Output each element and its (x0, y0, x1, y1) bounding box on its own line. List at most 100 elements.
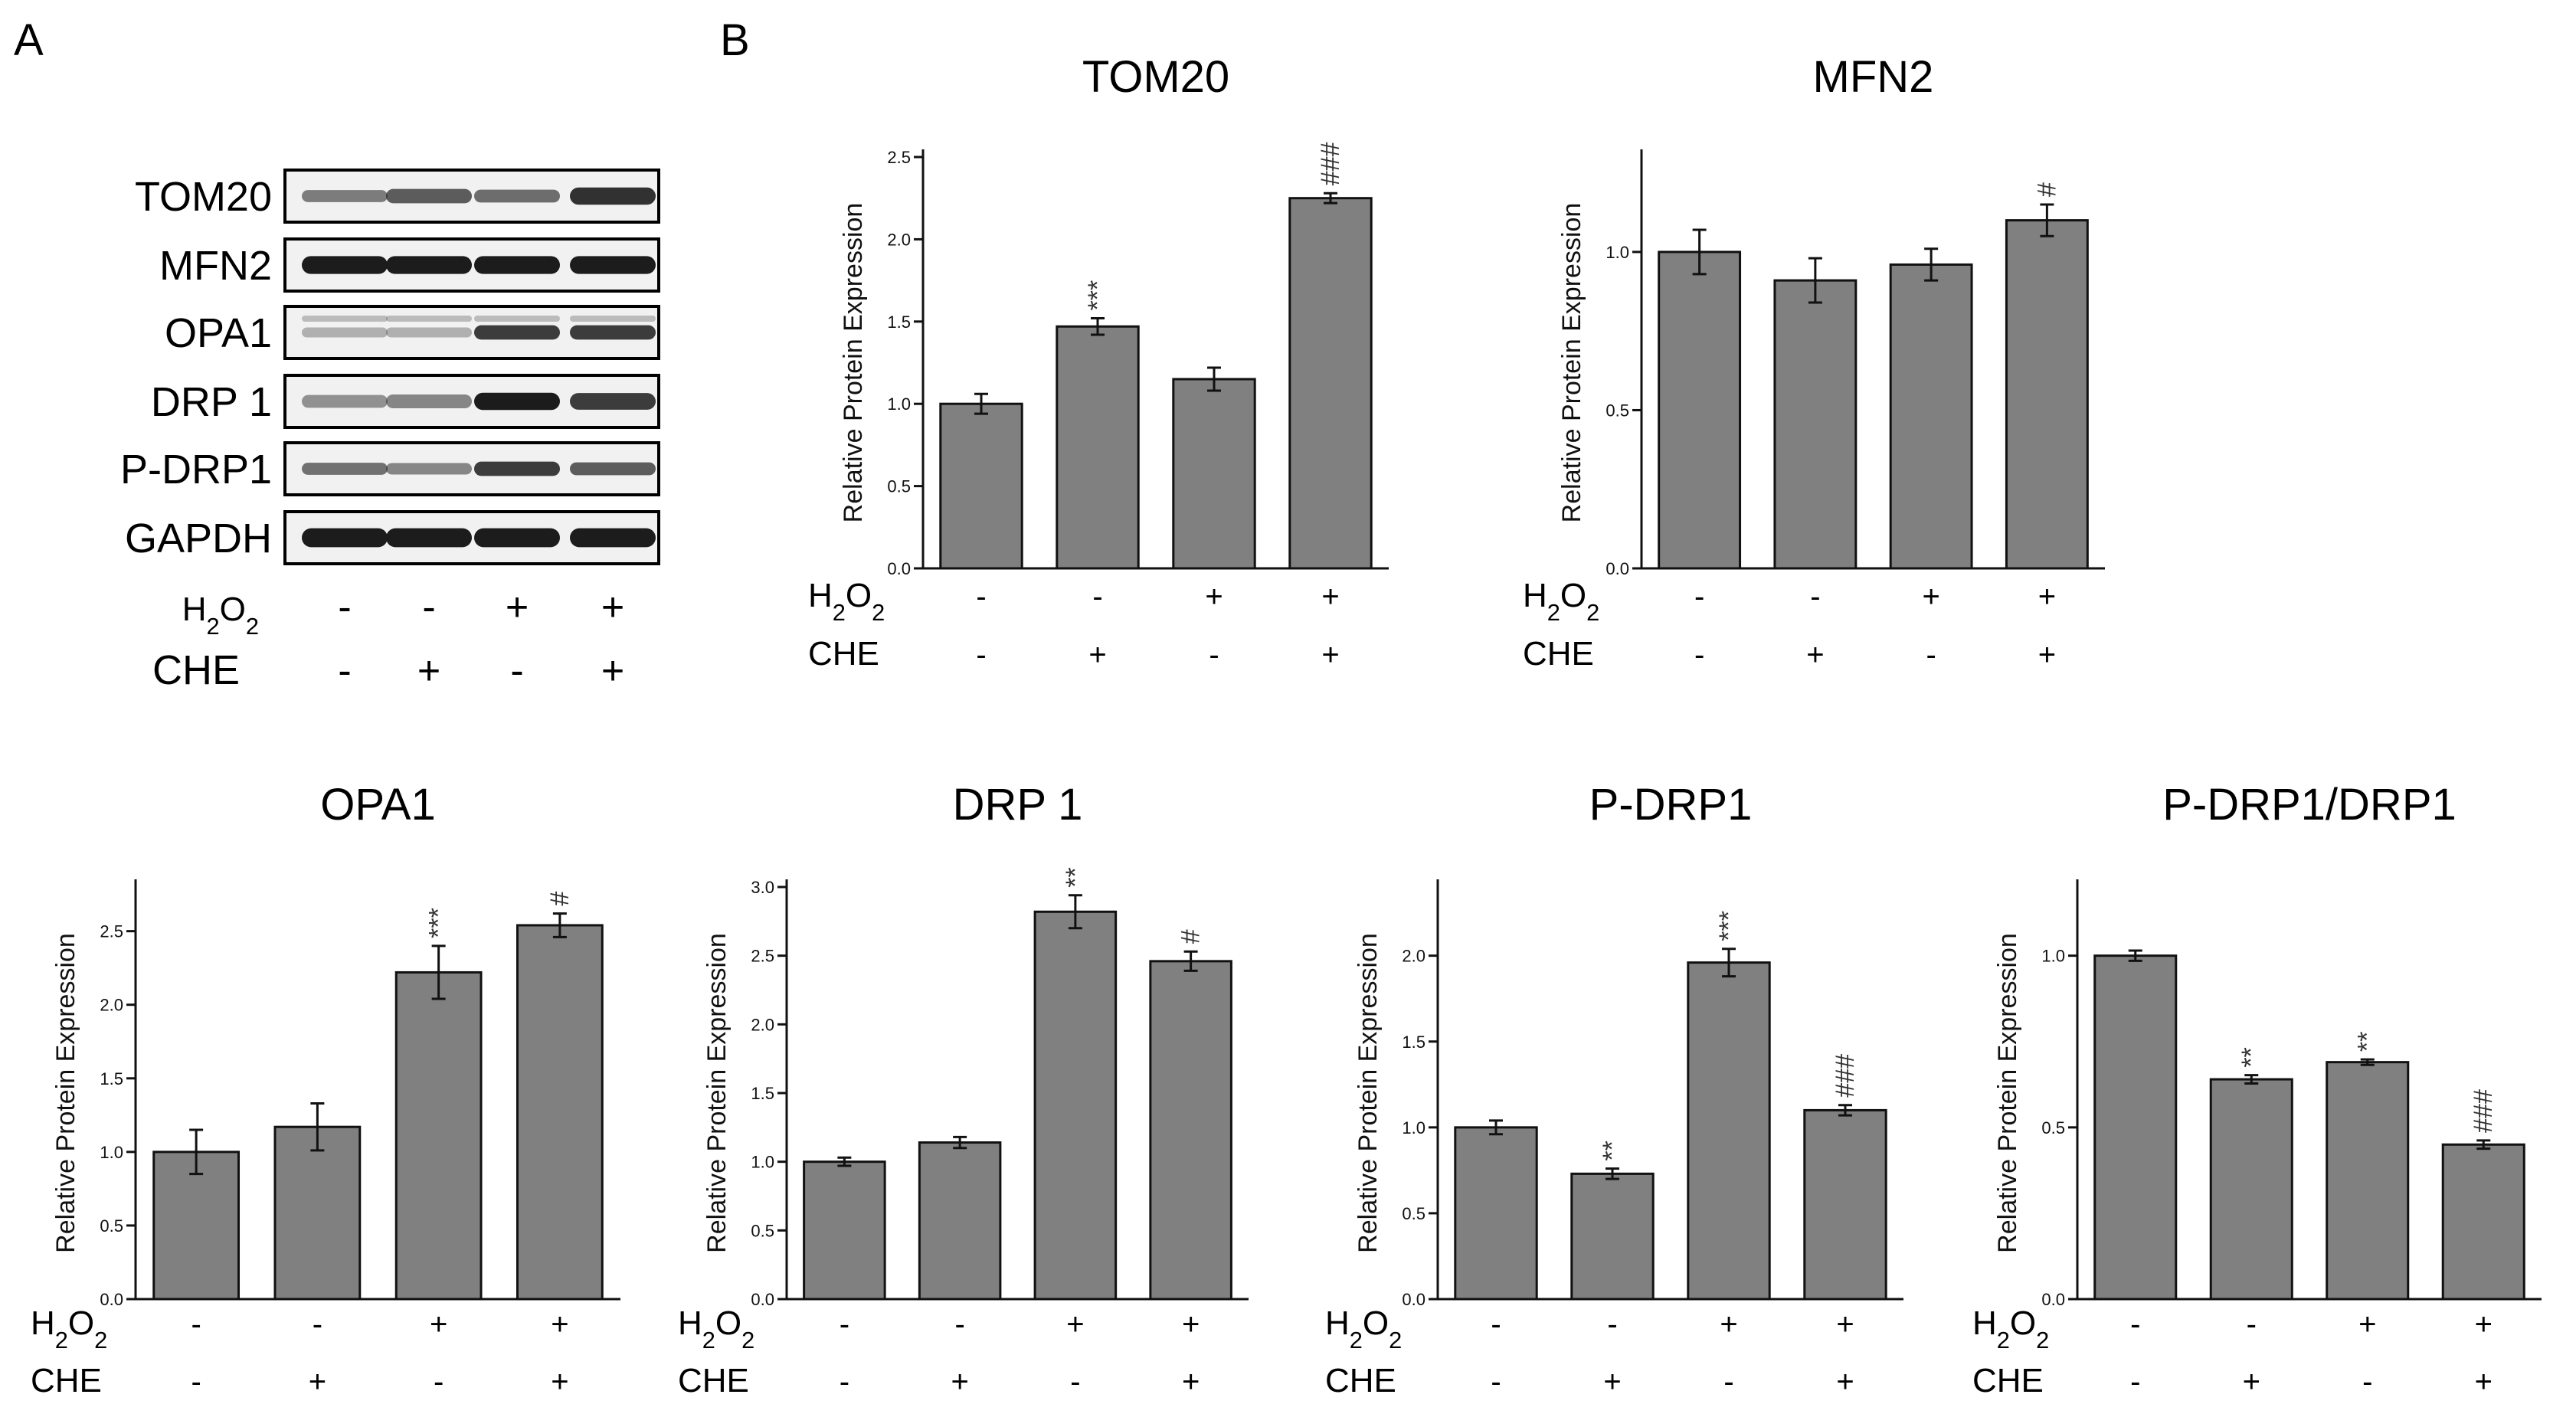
blot-band (386, 528, 472, 548)
bar (1454, 1126, 1538, 1301)
significance-label: *** (1714, 911, 1743, 941)
chart-title: DRP 1 (953, 780, 1083, 830)
y-tick-label: 2.5 (100, 922, 123, 941)
h2o2-sign: + (1066, 1308, 1084, 1341)
che-row-label: CHE (1972, 1362, 2044, 1399)
h2o2-row-label: H2O2 (808, 577, 885, 626)
western-blot: TOM20 MFN2 OPA1 DRP 1 P-DRP1 GAPDH H2O2 CHE - - + +… (120, 169, 660, 693)
bar (152, 1151, 241, 1301)
y-tick-label: 0.5 (1402, 1204, 1425, 1223)
panel-letter-a: A (14, 15, 44, 65)
significance-label: ** (1598, 1141, 1627, 1160)
blot-band (570, 316, 656, 322)
bar (273, 1125, 362, 1301)
blot-band (570, 187, 656, 205)
y-axis-label: Relative Protein Expression (51, 933, 80, 1253)
blot-strip-mfn2 (283, 237, 660, 293)
blot-strip-gapdh (283, 510, 660, 565)
che-sign: + (1088, 638, 1106, 672)
che-sign: - (1491, 1365, 1501, 1399)
che-sign: + (1182, 1365, 1200, 1399)
blot-che-sign: - (338, 649, 351, 693)
blot-h2o2-sign: + (601, 585, 624, 630)
y-tick-label: 2.5 (887, 148, 911, 167)
y-tick-label: 2.5 (751, 947, 774, 966)
significance-label: # (545, 892, 574, 906)
bar (2093, 954, 2178, 1301)
y-tick-label: 0.0 (1402, 1290, 1425, 1309)
bar (2326, 1061, 2410, 1301)
h2o2-sign: - (2247, 1308, 2257, 1341)
che-sign: - (1694, 638, 1704, 672)
blot-band (570, 393, 656, 410)
blot-che-sign: - (510, 649, 523, 693)
significance-label: ### (1316, 142, 1345, 185)
che-sign: - (976, 638, 986, 672)
bar (1056, 325, 1140, 570)
blot-band (570, 462, 656, 476)
che-sign: + (1836, 1365, 1854, 1399)
bar (394, 970, 483, 1301)
blot-band (474, 256, 560, 274)
blot-band (302, 394, 388, 408)
chart-title: P-DRP1 (1589, 780, 1753, 830)
chart-title: OPA1 (320, 780, 435, 830)
y-tick-label: 3.0 (751, 878, 774, 897)
che-row-label: CHE (678, 1362, 749, 1399)
y-tick-label: 1.0 (1402, 1118, 1425, 1137)
h2o2-sign: - (976, 580, 986, 614)
h2o2-row-label: H2O2 (678, 1304, 754, 1353)
h2o2-sign: - (1491, 1308, 1501, 1341)
chart-p-drp1-drp1-ratio: P-DRP1/DRP1 Relative Protein Expression - -… (1972, 780, 2542, 1399)
y-tick-label: 0.5 (2041, 1118, 2065, 1137)
blot-h2o2-sign: - (338, 585, 351, 630)
chart-title: MFN2 (1813, 52, 1934, 102)
che-sign: + (951, 1365, 968, 1399)
che-sign: + (1321, 638, 1339, 672)
h2o2-sign: + (1922, 580, 1939, 614)
h2o2-sign: - (954, 1308, 964, 1341)
che-sign: + (2475, 1365, 2493, 1399)
bar (939, 402, 1023, 570)
y-axis-label: Relative Protein Expression (1993, 933, 2022, 1253)
blot-band (474, 316, 560, 322)
significance-label: *** (424, 908, 453, 938)
bar (1687, 961, 1771, 1301)
che-sign: + (309, 1365, 326, 1399)
blot-h2o2-label: H2O2 (182, 591, 259, 640)
y-tick-label: 1.5 (100, 1069, 123, 1088)
significance-label: # (1177, 929, 1206, 944)
che-sign: + (2038, 638, 2056, 672)
y-tick-label: 1.0 (751, 1153, 774, 1172)
blot-band (474, 189, 560, 203)
blot-h2o2-sign: + (506, 585, 529, 630)
che-sign: - (2130, 1365, 2140, 1399)
blot-label-opa1: OPA1 (165, 310, 272, 356)
y-tick-label: 1.0 (887, 394, 911, 414)
y-tick-label: 1.0 (100, 1143, 123, 1162)
blot-band (570, 528, 656, 548)
blot-strip-opa1 (283, 305, 660, 360)
h2o2-sign: + (1836, 1308, 1854, 1341)
h2o2-sign: - (1694, 580, 1704, 614)
blot-band (302, 463, 388, 475)
y-tick-label: 0.0 (100, 1290, 123, 1309)
significance-label: # (2032, 182, 2061, 197)
blot-band (302, 316, 388, 322)
y-tick-label: 0.0 (887, 559, 911, 578)
blot-band (474, 325, 560, 340)
che-sign: + (1806, 638, 1824, 672)
che-sign: - (1723, 1365, 1733, 1399)
y-tick-label: 1.0 (1605, 243, 1629, 262)
blot-band (386, 188, 472, 204)
significance-label: ** (1061, 867, 1090, 887)
h2o2-sign: + (2358, 1308, 2376, 1341)
bar (1570, 1172, 1655, 1301)
y-tick-label: 2.0 (1402, 947, 1425, 966)
bar (803, 1160, 886, 1301)
che-sign: + (2243, 1365, 2260, 1399)
blot-band (302, 190, 388, 202)
blot-band (386, 316, 472, 322)
y-axis-label: Relative Protein Expression (839, 203, 868, 523)
h2o2-sign: + (1182, 1308, 1200, 1341)
